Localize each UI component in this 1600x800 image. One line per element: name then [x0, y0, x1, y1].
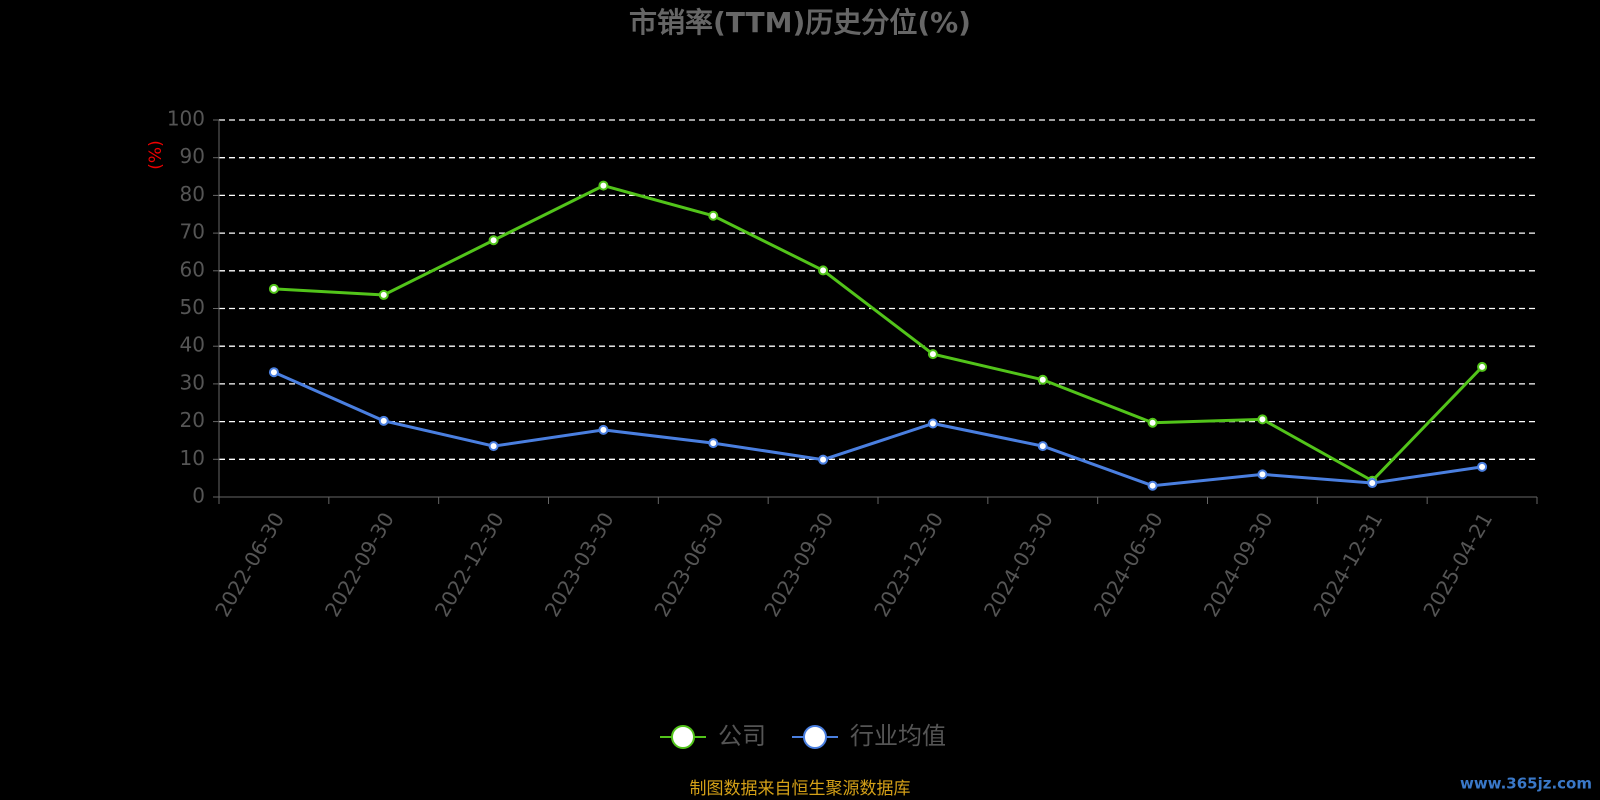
data-point [1367, 478, 1378, 489]
data-point [1477, 461, 1488, 472]
y-tick-label: 50 [180, 295, 205, 319]
data-point [378, 289, 389, 300]
y-axis-label: (%) [146, 140, 166, 169]
data-point [1147, 417, 1158, 428]
data-point [1257, 469, 1268, 480]
watermark: www.365jz.com [1460, 775, 1592, 793]
data-point [598, 424, 609, 435]
data-point [1477, 361, 1488, 372]
data-point [818, 265, 829, 276]
data-point [818, 454, 829, 465]
legend-label: 公司 [718, 722, 766, 750]
legend-label: 行业均值 [850, 722, 946, 750]
data-point [1257, 414, 1268, 425]
y-tick-label: 60 [180, 257, 205, 281]
data-point [927, 349, 938, 360]
legend-marker [671, 725, 695, 749]
y-tick-label: 90 [180, 144, 205, 168]
y-tick-label: 80 [180, 182, 205, 206]
data-point [708, 438, 719, 449]
chart-title: 市销率(TTM)历史分位(%) [629, 6, 971, 39]
data-point [1037, 374, 1048, 385]
y-tick-label: 100 [167, 107, 205, 131]
data-point [598, 180, 609, 191]
y-tick-label: 10 [180, 446, 205, 470]
y-tick-label: 40 [180, 333, 205, 357]
data-point [378, 415, 389, 426]
legend-marker [803, 725, 827, 749]
y-tick-label: 30 [180, 370, 205, 394]
series-line [273, 183, 1484, 483]
data-point [488, 235, 499, 246]
data-point [927, 418, 938, 429]
source-note: 制图数据来自恒生聚源数据库 [690, 779, 911, 799]
data-point [488, 441, 499, 452]
y-tick-label: 70 [180, 220, 205, 244]
data-point [1147, 480, 1158, 491]
y-tick-label: 0 [192, 484, 205, 508]
data-point [268, 367, 279, 378]
data-point [268, 283, 279, 294]
series-line [273, 370, 1483, 488]
data-point [1037, 441, 1048, 452]
data-point [708, 210, 719, 221]
y-tick-label: 20 [180, 408, 205, 432]
